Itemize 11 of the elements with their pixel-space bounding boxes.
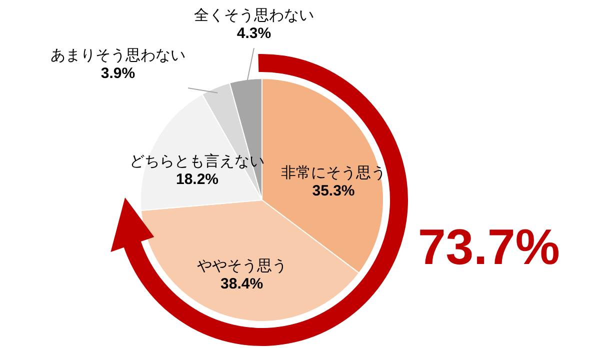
slice-label: 非常にそう思う [280,163,386,182]
data-label: 38.4% [220,275,264,292]
text: 73.7% [418,218,560,276]
data-label: 35.3% [312,182,355,200]
data-label: 4.3% [236,25,272,42]
slice-label: どちらとも言えない [130,152,265,170]
data-label: 3.9% [100,65,136,82]
slice-label: ややそう思う [196,256,287,274]
data-label: 18.2% [176,170,219,188]
slice-label: あまりそう思わない [50,46,186,64]
slice-label: 全くそう思わない [194,6,314,24]
